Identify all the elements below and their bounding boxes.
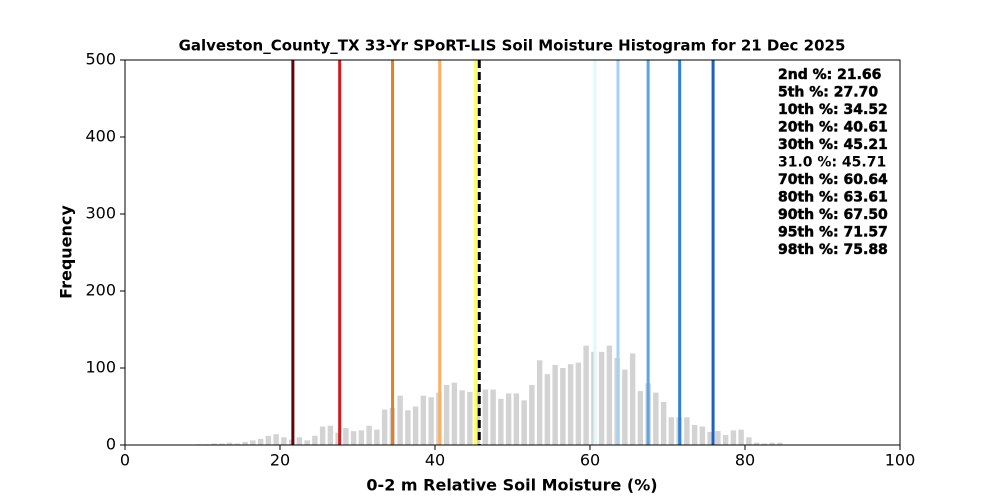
bar (443, 384, 450, 445)
bar (653, 392, 659, 445)
bar (420, 395, 427, 445)
bar (319, 426, 326, 445)
bar (668, 417, 675, 445)
bar (730, 430, 737, 445)
x-tick-label: 40 (425, 451, 445, 470)
bar (761, 443, 768, 445)
bar (722, 434, 729, 445)
bar (250, 440, 256, 445)
bar (575, 362, 582, 445)
bar (560, 368, 566, 445)
percentile-label: 10th %: 34.52 (778, 102, 888, 118)
bar (738, 429, 744, 445)
y-tick-label: 0 (106, 435, 116, 454)
bar (234, 443, 241, 445)
bar (350, 431, 357, 445)
bar (265, 435, 272, 445)
bar (366, 425, 372, 445)
percentile-label: 80th %: 63.61 (778, 190, 888, 206)
y-tick-label: 500 (85, 50, 116, 69)
bar (490, 389, 496, 445)
x-tick-label: 0 (120, 451, 130, 470)
bar (691, 424, 698, 445)
bar (381, 409, 388, 445)
bar (498, 398, 504, 445)
bar (583, 345, 589, 445)
bar (412, 406, 419, 445)
bar (707, 431, 713, 445)
bar (226, 442, 233, 445)
bar (257, 438, 264, 445)
bar (482, 389, 489, 445)
bar (598, 351, 605, 445)
bar (606, 345, 613, 445)
percentile-label: 20th %: 40.61 (778, 120, 888, 136)
percentile-label: 5th %: 27.70 (778, 85, 878, 101)
bar (552, 364, 558, 445)
bar (622, 369, 628, 445)
chart-title: Galveston_County_TX 33-Yr SPoRT-LIS Soil… (179, 37, 846, 55)
percentile-label: 90th %: 67.50 (778, 207, 888, 223)
bar (629, 353, 636, 445)
y-tick-label: 300 (85, 204, 116, 223)
bar (459, 390, 465, 445)
bar (327, 425, 334, 445)
plot-frame (124, 59, 901, 446)
percentile-label: 2nd %: 21.66 (778, 67, 881, 83)
bar (335, 432, 341, 445)
bar (699, 426, 706, 445)
bar (544, 374, 551, 445)
bar (715, 431, 721, 445)
bar (474, 391, 481, 445)
bar (660, 401, 667, 445)
bar (505, 393, 512, 445)
bar (312, 435, 318, 445)
bar (753, 442, 760, 445)
y-tick-label: 400 (85, 127, 116, 146)
bar (467, 391, 473, 445)
bar (451, 382, 458, 445)
percentile-label: 95th %: 71.57 (778, 225, 888, 241)
bar (273, 434, 279, 445)
plot-area (195, 60, 783, 445)
bar (405, 410, 411, 445)
bar (428, 397, 434, 445)
bar (358, 430, 365, 445)
x-axis-title: 0-2 m Relative Soil Moisture (%) (366, 476, 657, 495)
bar (296, 437, 303, 445)
bar (777, 442, 783, 445)
bar (242, 441, 248, 445)
x-tick-label: 20 (270, 451, 290, 470)
percentile-label: 98th %: 75.88 (778, 242, 888, 258)
bar (567, 364, 574, 445)
x-tick-label: 80 (735, 451, 755, 470)
bar (529, 384, 535, 445)
percentile-label: 31.0 %: 45.71 (778, 155, 886, 171)
bar (304, 440, 310, 445)
bar (219, 443, 225, 445)
bar (211, 443, 217, 445)
bar (684, 417, 690, 445)
bar (637, 391, 644, 445)
bar (513, 393, 520, 445)
x-tick-label: 100 (885, 451, 916, 470)
x-tick-label: 60 (580, 451, 600, 470)
bar (343, 428, 349, 445)
bar (281, 437, 287, 445)
bar (536, 360, 543, 445)
y-tick-label: 200 (85, 281, 116, 300)
percentile-label: 30th %: 45.21 (778, 137, 888, 153)
bar (397, 395, 403, 445)
bar (746, 437, 752, 445)
bar (521, 400, 527, 445)
bar (769, 442, 775, 445)
percentile-label: 70th %: 60.64 (778, 172, 888, 188)
y-axis-title: Frequency (57, 205, 76, 299)
y-tick-label: 100 (85, 358, 116, 377)
bar (374, 429, 380, 445)
